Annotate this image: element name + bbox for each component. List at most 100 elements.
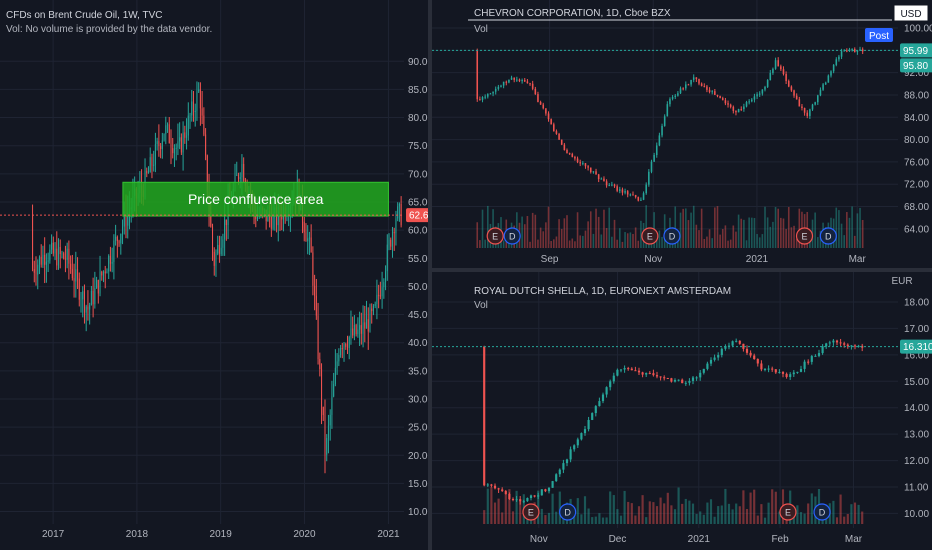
volume-bar	[777, 208, 779, 248]
candle-body	[341, 348, 343, 350]
candle-body	[386, 244, 388, 272]
candle-body	[213, 251, 215, 266]
volume-bar	[486, 488, 489, 524]
candle-body	[782, 69, 785, 75]
candle-body	[594, 406, 597, 414]
volume-bar	[685, 208, 687, 248]
volume-bar	[679, 212, 682, 248]
dividend-event-icon[interactable]	[819, 227, 837, 245]
volume-bar	[810, 493, 813, 524]
x-tick-label: Dec	[609, 534, 627, 545]
volume-bar	[640, 220, 642, 248]
candle-body	[846, 50, 848, 52]
shell-chart[interactable]: E D E D 10.00 11.00 12.00 13.00 14.00 15.00 16.00…	[432, 272, 932, 550]
candle-body	[383, 282, 385, 288]
candle-body	[324, 415, 326, 455]
volume-bar	[724, 225, 727, 248]
candle-body	[73, 278, 75, 282]
candle-body	[270, 217, 272, 229]
candle-body	[634, 194, 637, 198]
candle-body	[177, 141, 179, 148]
candle-body	[727, 345, 731, 347]
volume-bar	[751, 217, 753, 248]
y-tick-label: 15.00	[408, 479, 428, 490]
candle-body	[828, 342, 831, 344]
dividend-event-icon[interactable]	[503, 227, 521, 245]
candle-body	[479, 99, 481, 101]
candle-body	[760, 363, 763, 370]
shell-last-price-tag	[900, 339, 932, 354]
candle-body	[90, 290, 92, 306]
candle-body	[182, 132, 184, 153]
event-label: D	[509, 232, 516, 242]
candle-body	[544, 489, 547, 492]
chevron-chart[interactable]: E D E D E D 64.00 68.00 72.00 76.00 80.00 84.00 88.…	[432, 0, 932, 268]
candle-body	[558, 133, 560, 140]
earnings-event-icon[interactable]	[795, 227, 814, 245]
earnings-event-icon[interactable]	[522, 503, 540, 521]
candle-body	[850, 345, 853, 347]
earnings-event-icon[interactable]	[641, 227, 659, 245]
earnings-event-icon[interactable]	[779, 503, 797, 521]
x-tick-label: 2021	[688, 534, 711, 545]
volume-bar	[583, 496, 587, 524]
volume-bar	[758, 237, 761, 248]
candle-body	[539, 101, 542, 105]
volume-bar	[553, 239, 555, 248]
candle-body	[348, 337, 350, 348]
candle-body	[96, 280, 98, 289]
volume-bar	[716, 206, 719, 248]
candle-body	[218, 244, 220, 255]
pane-divider-horizontal[interactable]	[432, 268, 932, 272]
shell-title: ROYAL DUTCH SHELLA, 1D, EURONEXT AMSTERD…	[474, 286, 731, 297]
candle-body	[764, 86, 766, 90]
chevron-currency-button[interactable]	[893, 4, 929, 22]
y-tick-label: 10.00	[904, 509, 929, 520]
pane-divider-vertical[interactable]	[428, 0, 432, 550]
y-tick-label: 12.00	[904, 456, 929, 467]
chevron-chart-pane[interactable]: E D E D E D 64.00 68.00 72.00 76.00 80.00 84.00 88.…	[432, 0, 932, 268]
dividend-event-icon[interactable]	[663, 227, 681, 245]
candle-body	[366, 319, 368, 329]
candle-body	[326, 437, 328, 455]
candle-body	[571, 154, 574, 157]
volume-bar	[727, 503, 731, 524]
candle-body	[237, 175, 239, 179]
candle-body	[698, 79, 700, 84]
volume-bar	[859, 207, 861, 248]
candle-body	[175, 147, 177, 149]
candle-body	[682, 88, 684, 90]
volume-bar	[609, 491, 612, 524]
candle-body	[508, 79, 510, 83]
candle-body	[583, 429, 587, 434]
candle-body	[220, 247, 222, 255]
volume-bar	[742, 490, 745, 524]
candle-body	[763, 369, 767, 371]
candle-body	[821, 346, 824, 354]
volume-bar	[803, 513, 806, 524]
candle-body	[163, 133, 165, 141]
candle-body	[612, 375, 615, 382]
earnings-event-icon[interactable]	[486, 227, 504, 245]
y-tick-label: 40.00	[408, 338, 428, 349]
candle-body	[579, 162, 581, 164]
volume-bar	[814, 212, 816, 248]
y-tick-label: 50.00	[408, 282, 428, 293]
candle-body	[835, 340, 839, 343]
candle-body	[118, 241, 120, 244]
candle-body	[173, 148, 175, 154]
candle-body	[573, 445, 576, 450]
brent-chart-pane[interactable]: 10.00 15.00 20.00 25.00 30.00 35.00 40.00 45.00…	[0, 0, 428, 550]
volume-bar	[767, 502, 770, 524]
candle-body	[327, 425, 329, 438]
dividend-event-icon[interactable]	[813, 503, 831, 521]
volume-bar	[598, 513, 601, 524]
candle-body	[160, 146, 162, 150]
shell-last-price: 16.310	[903, 342, 932, 353]
volume-bar	[737, 214, 740, 248]
dividend-event-icon[interactable]	[559, 503, 577, 521]
candle-body	[315, 295, 317, 316]
brent-chart[interactable]: 10.00 15.00 20.00 25.00 30.00 35.00 40.00 45.00…	[0, 0, 428, 550]
shell-chart-pane[interactable]: E D E D 10.00 11.00 12.00 13.00 14.00 15.00 16.00…	[432, 272, 932, 550]
candle-body	[641, 372, 644, 375]
